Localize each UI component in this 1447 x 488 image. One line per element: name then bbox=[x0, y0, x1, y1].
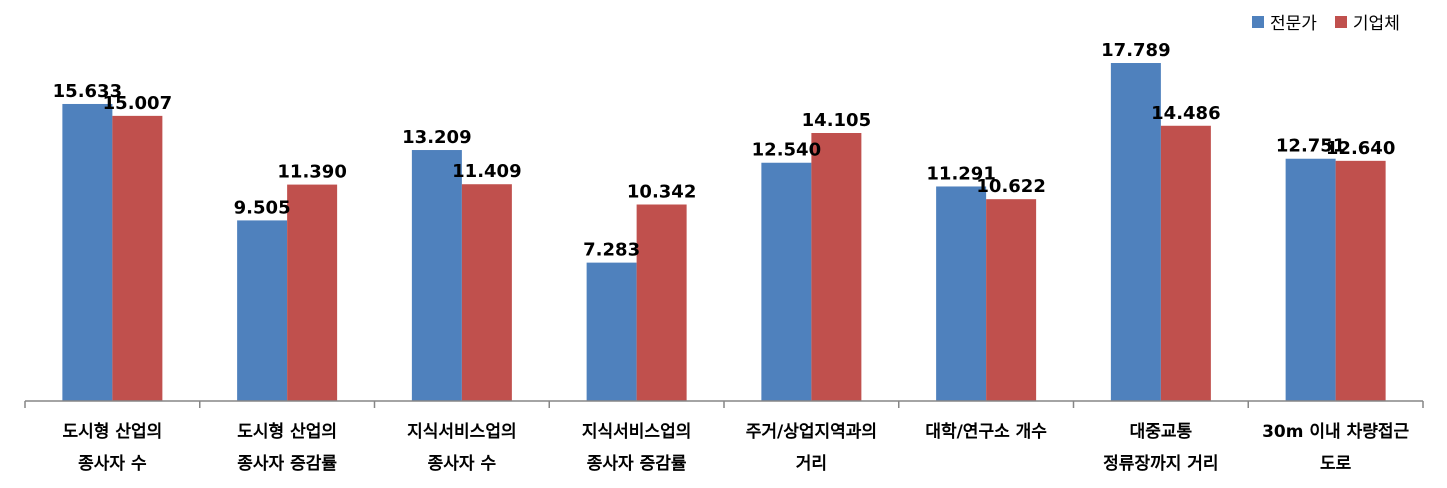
legend-label-series-1: 전문가 bbox=[1270, 14, 1317, 34]
legend-item-series-2: 기업체 bbox=[1334, 9, 1400, 34]
bar-expert-4 bbox=[586, 262, 637, 401]
x-axis bbox=[24, 400, 1424, 408]
value-label-company-7: 14.486 bbox=[1151, 103, 1220, 124]
category-label-line: 종사자 수 bbox=[427, 454, 497, 474]
value-label-company-8: 12.640 bbox=[1326, 138, 1395, 159]
category-label-line: 지식서비스업의 bbox=[581, 422, 692, 442]
bar-expert-1 bbox=[62, 103, 113, 402]
value-label-company-4: 10.342 bbox=[627, 182, 696, 203]
bar-company-4 bbox=[636, 204, 687, 401]
bar-company-5 bbox=[811, 133, 862, 401]
bar-expert-3 bbox=[411, 150, 462, 401]
bar-expert-2 bbox=[237, 220, 288, 401]
category-label-line: 정류장까지 거리 bbox=[1103, 454, 1219, 474]
bar-expert-6 bbox=[936, 186, 987, 401]
value-label-expert-7: 17.789 bbox=[1101, 40, 1170, 61]
value-label-expert-2: 9.505 bbox=[234, 197, 291, 218]
bar-company-7 bbox=[1160, 125, 1211, 402]
category-label-line: 대학/연구소 개수 bbox=[925, 422, 1047, 442]
category-label-line: 종사자 증감률 bbox=[586, 454, 687, 474]
category-label-line: 대중교통 bbox=[1129, 422, 1193, 442]
category-label-line: 거리 bbox=[795, 454, 828, 474]
value-label-company-6: 10.622 bbox=[976, 176, 1045, 197]
category-label-6: 대학/연구소 개수 bbox=[900, 416, 1072, 480]
value-label-expert-6: 11.291 bbox=[926, 163, 995, 184]
bars-group bbox=[62, 63, 1386, 402]
bar-expert-8 bbox=[1285, 158, 1336, 401]
category-label-line bbox=[900, 448, 1072, 480]
bar-expert-5 bbox=[761, 162, 812, 401]
legend-label-series-2: 기업체 bbox=[1352, 14, 1400, 34]
bar-company-1 bbox=[112, 115, 163, 401]
value-label-expert-8: 12.751 bbox=[1276, 136, 1345, 157]
category-label-line: 종사자 수 bbox=[78, 454, 147, 474]
legend-swatch-series-1 bbox=[1252, 15, 1264, 28]
bar-expert-7 bbox=[1110, 63, 1161, 401]
legend-swatch-series-2 bbox=[1334, 15, 1347, 28]
value-label-expert-5: 12.540 bbox=[752, 140, 821, 161]
category-label-line: 주거/상업지역과의 bbox=[745, 422, 878, 442]
bar-company-3 bbox=[461, 184, 512, 401]
bar-company-6 bbox=[986, 199, 1037, 401]
category-label-line: 30m 이내 차량접근 bbox=[1262, 422, 1410, 442]
legend: 전문가 기업체 bbox=[1252, 9, 1400, 34]
value-label-company-5: 14.105 bbox=[802, 110, 871, 131]
value-label-expert-3: 13.209 bbox=[402, 127, 471, 148]
value-label-company-1: 15.007 bbox=[103, 93, 172, 114]
category-label-line: 도시형 산업의 bbox=[237, 422, 337, 442]
value-label-expert-1: 15.633 bbox=[53, 81, 122, 102]
value-label-expert-4: 7.283 bbox=[583, 240, 640, 261]
value-labels-group: 15.633 9.505 13.209 7.283 12.540 11.291 17.789… bbox=[53, 40, 1396, 261]
category-label-line: 도로 bbox=[1319, 454, 1352, 474]
category-label-line: 도시형 산업의 bbox=[62, 422, 163, 442]
value-label-company-3: 11.409 bbox=[452, 161, 521, 182]
value-label-company-2: 11.390 bbox=[277, 162, 346, 183]
bar-company-8 bbox=[1335, 160, 1386, 401]
category-label-line: 종사자 증감률 bbox=[237, 454, 337, 474]
bar-company-2 bbox=[287, 184, 338, 401]
legend-item-series-1: 전문가 bbox=[1252, 9, 1317, 34]
category-label-line: 지식서비스업의 bbox=[407, 422, 517, 442]
